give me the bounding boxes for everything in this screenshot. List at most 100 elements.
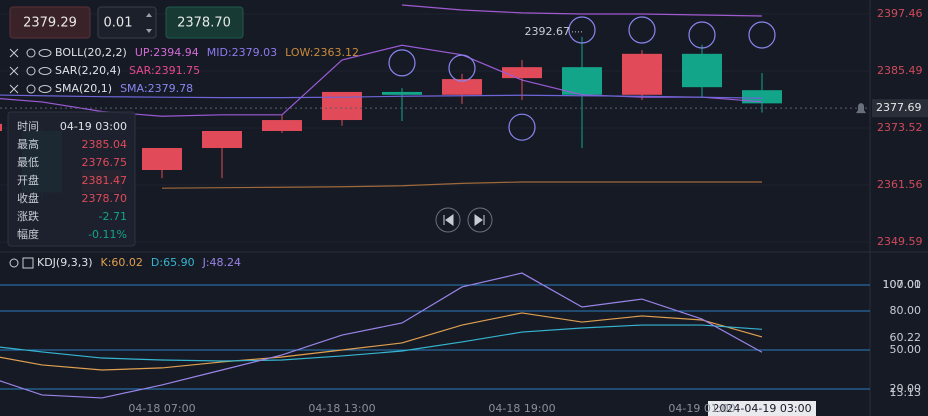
- info-value: 2376.75: [82, 156, 128, 169]
- info-key: 幅度: [17, 227, 39, 241]
- settings-icon[interactable]: [26, 48, 36, 58]
- side-label: 107.01: [883, 278, 922, 291]
- kdj-line: [0, 312, 763, 371]
- sar-dot: [628, 16, 656, 44]
- next-icon: [474, 214, 485, 226]
- expand-icon[interactable]: [22, 257, 34, 269]
- remove-icon[interactable]: [9, 66, 19, 76]
- crosshair-label: 2024-04-19 03:00: [712, 402, 811, 415]
- x-tick-label: 04-19 01:00: [668, 402, 735, 415]
- last-price-box: [872, 99, 928, 118]
- indicator-line: [161, 181, 762, 189]
- y-tick-label: 50.00: [890, 343, 922, 356]
- visibility-icon[interactable]: [38, 85, 52, 93]
- sar-dot: [448, 54, 476, 82]
- indicator-title: SAR(2,20,4): [55, 64, 121, 77]
- indicator-value: SMA:2379.78: [120, 82, 193, 95]
- kdj-line: [0, 324, 763, 362]
- indicator-title: BOLL(20,2,2): [55, 46, 127, 59]
- y-tick-label: 20.00: [890, 382, 922, 395]
- info-key: 收盘: [17, 191, 39, 205]
- next-button[interactable]: [467, 207, 493, 233]
- candle-body: [562, 67, 602, 95]
- last-price-label: 2377.69: [876, 101, 922, 114]
- info-value: -2.71: [99, 210, 127, 223]
- stepper[interactable]: [146, 13, 152, 33]
- sar-dot: [688, 21, 716, 49]
- y-tick-label: 2349.59: [877, 235, 923, 248]
- candle-body: [442, 79, 482, 95]
- candle-body: [682, 53, 722, 88]
- info-value: -0.11%: [88, 228, 127, 241]
- info-bg: [7, 111, 136, 247]
- indicator-value: UP:2394.94: [135, 46, 199, 59]
- sar-dot: [508, 113, 536, 141]
- info-key: 开盘: [17, 173, 39, 187]
- prev-icon: [443, 214, 454, 226]
- candle-body: [322, 91, 362, 121]
- remove-icon[interactable]: [9, 48, 19, 58]
- x-tick-label: 04-18 07:00: [128, 402, 195, 415]
- info-value: 04-19 03:00: [60, 120, 127, 133]
- max-marker-label: 2392.67: [525, 25, 571, 38]
- indicator-value: K:60.02: [101, 256, 143, 269]
- playback[interactable]: [435, 207, 493, 233]
- y-tick-label: 2385.49: [877, 64, 923, 77]
- info-key: 最低: [17, 156, 39, 169]
- sar-dot: [748, 21, 776, 49]
- indicator-value: J:48.24: [202, 256, 241, 269]
- indicator-value: MID:2379.03: [207, 46, 277, 59]
- indicator-title: SMA(20,1): [55, 82, 112, 95]
- indicator-title: KDJ(9,3,3): [37, 256, 93, 269]
- remove-icon[interactable]: [9, 84, 19, 94]
- indicator-line: [0, 94, 763, 99]
- x-tick-label: 04-18 13:00: [308, 402, 375, 415]
- indicator-value: LOW:2363.12: [285, 46, 359, 59]
- y-tick-label: 80.00: [890, 304, 922, 317]
- y-tick-label: 2373.52: [877, 121, 923, 134]
- side-label: 13.13: [890, 386, 922, 399]
- buy-box[interactable]: [165, 6, 244, 39]
- candle-body: [742, 90, 782, 104]
- info-key: 涨跌: [17, 209, 39, 223]
- info-value: 2378.70: [82, 192, 128, 205]
- candle-body: [382, 91, 422, 95]
- kdj-panel: 100.00 80.00 50.00 20.00 107.01 60.22 13.13: [0, 272, 922, 399]
- visibility-icon[interactable]: [38, 67, 52, 75]
- settings-icon[interactable]: [26, 66, 36, 76]
- prev-button[interactable]: [435, 207, 461, 233]
- legends: BOLL(20,2,2) UP:2394.94 MID:2379.03 LOW:236…: [9, 46, 359, 269]
- candle-body: [202, 131, 242, 149]
- buy-price[interactable]: 2378.70: [177, 16, 231, 31]
- candle-body: [0, 123, 2, 132]
- candle-body: [262, 120, 302, 132]
- info-key: 最高: [17, 137, 39, 151]
- indicator-line: [401, 4, 763, 17]
- side-label: 60.22: [890, 331, 922, 344]
- info-value: 2385.04: [82, 138, 128, 151]
- y-tick-label: 2361.56: [877, 178, 923, 191]
- settings-icon[interactable]: [9, 258, 19, 268]
- info-key: 时间: [17, 120, 39, 133]
- visibility-icon[interactable]: [38, 49, 52, 57]
- sar-dot: [568, 16, 596, 44]
- kdj-line: [0, 272, 763, 399]
- candle-body: [502, 67, 542, 79]
- sell-price[interactable]: 2379.29: [23, 16, 77, 31]
- lot-size[interactable]: 0.01: [104, 16, 133, 31]
- y-tick-label: 2397.46: [877, 7, 923, 20]
- alert-bell[interactable]: [856, 103, 866, 114]
- info-panel: 时间 04-19 03:00 最高 2385.04 最低 2376.75 开盘 2381.47…: [7, 111, 136, 247]
- sell-box[interactable]: [9, 6, 91, 39]
- settings-icon[interactable]: [26, 84, 36, 94]
- y-tick-label: 100.00: [883, 278, 922, 291]
- sar-dot: [388, 49, 416, 77]
- info-value: 2381.47: [82, 174, 128, 187]
- x-tick-label: 04-18 19:00: [488, 402, 555, 415]
- lot-box[interactable]: [97, 6, 157, 39]
- crosshair-box: [708, 401, 816, 416]
- indicator-value: D:65.90: [151, 256, 195, 269]
